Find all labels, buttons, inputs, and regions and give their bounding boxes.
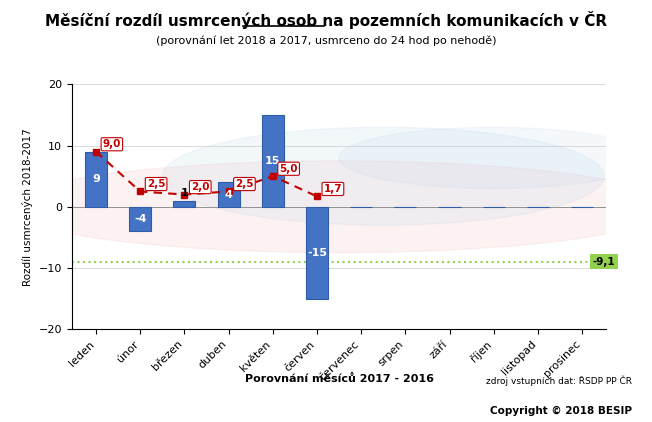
Text: 2,5: 2,5 — [235, 179, 254, 189]
Text: -4: -4 — [134, 214, 147, 224]
Text: (porovnání let 2018 a 2017, usmrceno do 24 hod po nehodě): (porovnání let 2018 a 2017, usmrceno do … — [156, 36, 496, 46]
Text: zdroj vstupních dat: ŘSDP PP ČR: zdroj vstupních dat: ŘSDP PP ČR — [486, 376, 632, 386]
Bar — [306, 207, 328, 299]
Text: Porovnání měsíců 2017 - 2016: Porovnání měsíců 2017 - 2016 — [244, 373, 434, 384]
Bar — [129, 207, 151, 231]
Text: 9,0: 9,0 — [102, 139, 121, 149]
Text: 2,0: 2,0 — [191, 182, 209, 192]
Bar — [85, 152, 107, 207]
Text: Měsíční rozdíl: Měsíční rozdíl — [203, 11, 326, 26]
Text: 15: 15 — [265, 156, 280, 166]
Ellipse shape — [162, 127, 604, 225]
Text: -9,1: -9,1 — [593, 257, 615, 267]
Text: 4: 4 — [225, 189, 233, 200]
Text: 5,0: 5,0 — [280, 164, 298, 174]
Text: 9: 9 — [92, 174, 100, 184]
Circle shape — [8, 161, 652, 253]
Text: 1: 1 — [181, 188, 188, 197]
Text: 1,7: 1,7 — [323, 184, 342, 194]
Text: Copyright © 2018 BESIP: Copyright © 2018 BESIP — [490, 406, 632, 416]
Text: Měsíční rozdíl usmrcených osob na pozemních komunikacích v ČR: Měsíční rozdíl usmrcených osob na pozemn… — [45, 11, 607, 29]
Bar — [261, 115, 284, 207]
Text: -15: -15 — [307, 248, 327, 258]
Bar — [218, 182, 240, 207]
Y-axis label: Rozdíl usmrcených 2018-2017: Rozdíl usmrcených 2018-2017 — [22, 128, 33, 286]
Text: 2,5: 2,5 — [147, 179, 166, 189]
Ellipse shape — [339, 127, 648, 188]
Bar — [173, 201, 196, 207]
